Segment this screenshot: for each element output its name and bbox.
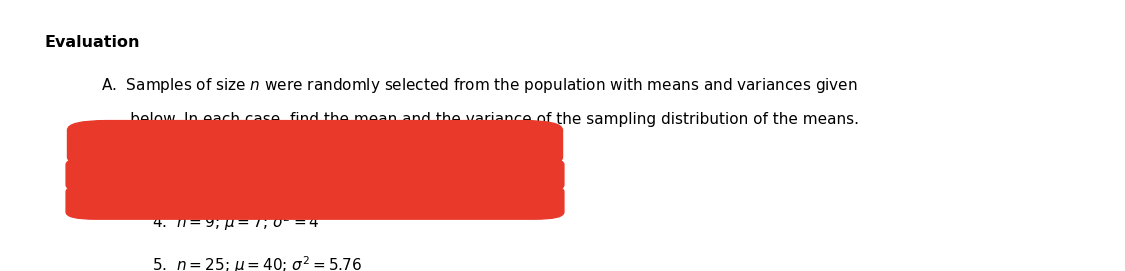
FancyBboxPatch shape xyxy=(66,157,564,192)
Text: Evaluation: Evaluation xyxy=(45,35,141,50)
Text: A.  Samples of size $n$ were randomly selected from the population with means an: A. Samples of size $n$ were randomly sel… xyxy=(101,76,858,95)
Text: below. In each case, find the mean and the variance of the sampling distribution: below. In each case, find the mean and t… xyxy=(101,112,860,127)
Text: 4.  $n = 9$; $\mu = 7$; $\sigma^2 = 4$: 4. $n = 9$; $\mu = 7$; $\sigma^2 = 4$ xyxy=(152,211,320,233)
FancyBboxPatch shape xyxy=(66,185,564,219)
FancyBboxPatch shape xyxy=(68,121,562,167)
Text: 5.  $n = 25$; $\mu = 40$; $\sigma^2 = 5.76$: 5. $n = 25$; $\mu = 40$; $\sigma^2 = 5.7… xyxy=(152,255,362,271)
